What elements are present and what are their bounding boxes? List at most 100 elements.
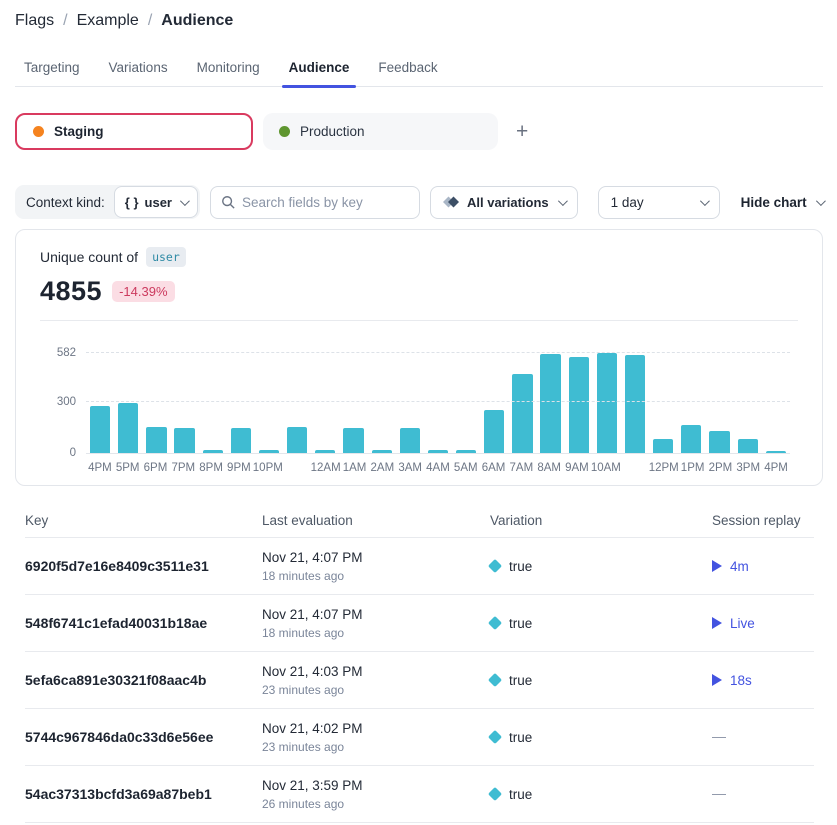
evaluation-timestamp: Nov 21, 4:07 PM — [262, 550, 490, 565]
variation-value: true — [509, 787, 532, 802]
replay-link[interactable]: Live — [730, 616, 755, 631]
bar-2AM[interactable] — [372, 450, 392, 453]
bar-7AM[interactable] — [512, 374, 532, 453]
variation-diamond-icon — [488, 616, 502, 630]
bar-slot — [537, 341, 565, 453]
bar-10AM[interactable] — [597, 353, 617, 453]
bar-1PM[interactable] — [681, 425, 701, 453]
environment-tab-staging[interactable]: Staging — [15, 113, 253, 150]
card-title-prefix: Unique count of — [40, 249, 138, 265]
hide-chart-button[interactable]: Hide chart — [741, 195, 823, 210]
time-range-value: 1 day — [611, 195, 644, 210]
replay-link[interactable]: 4m — [730, 559, 749, 574]
tab-monitoring[interactable]: Monitoring — [196, 54, 261, 86]
session-replay-cell[interactable]: 4m — [712, 559, 814, 574]
evaluation-relative-time: 23 minutes ago — [262, 683, 490, 697]
evaluation-relative-time: 18 minutes ago — [262, 569, 490, 583]
environment-tab-production[interactable]: Production — [263, 113, 498, 150]
table-row[interactable]: 5744c967846da0c33d6e56eeNov 21, 4:02 PM2… — [25, 709, 814, 766]
variation-diamond-icon — [488, 673, 502, 687]
bar-7PM[interactable] — [174, 428, 194, 453]
breadcrumb-flags[interactable]: Flags — [15, 12, 54, 30]
replay-link[interactable]: 18s — [730, 673, 752, 688]
tab-feedback[interactable]: Feedback — [377, 54, 438, 86]
bar-8AM[interactable] — [540, 354, 560, 453]
x-tick-label: 4AM — [424, 462, 452, 474]
table-row[interactable]: 548f6741c1efad40031b18aeNov 21, 4:07 PM1… — [25, 595, 814, 652]
bar-slot — [593, 341, 621, 453]
context-key[interactable]: 5744c967846da0c33d6e56ee — [25, 729, 262, 745]
table-row[interactable]: 6920f5d7e16e8409c3511e31Nov 21, 4:07 PM 1… — [25, 538, 814, 595]
bar-4PM[interactable] — [766, 451, 786, 453]
filter-bar: Context kind: { } user All variations 1 … — [15, 185, 823, 219]
variation-value: true — [509, 616, 532, 631]
variation-cell: true — [490, 673, 712, 688]
variation-diamond-icon — [488, 787, 502, 801]
unique-count-chart: 0300582 4PM5PM6PM7PM8PM9PM10PM12AM1AM2AM… — [40, 341, 798, 474]
x-tick-label: 3AM — [396, 462, 424, 474]
bar-6PM[interactable] — [146, 427, 166, 453]
bar-slot — [170, 341, 198, 453]
context-key[interactable]: 6920f5d7e16e8409c3511e31 — [25, 558, 262, 574]
bar-slot — [452, 341, 480, 453]
tab-audience[interactable]: Audience — [288, 54, 351, 86]
context-kind-badge: user — [146, 247, 186, 267]
bar-6AM[interactable] — [484, 410, 504, 453]
unique-count-value: 4855 — [40, 276, 102, 307]
variation-cell: true — [490, 730, 712, 745]
bar-slot — [762, 341, 790, 453]
tab-variations[interactable]: Variations — [108, 54, 169, 86]
session-replay-cell: — — [712, 785, 814, 803]
table-row[interactable]: 5efa6ca891e30321f08aac4bNov 21, 4:03 PM2… — [25, 652, 814, 709]
search-icon — [221, 195, 235, 209]
search-input[interactable] — [242, 195, 402, 210]
bar-slot — [199, 341, 227, 453]
context-kind-select[interactable]: { } user — [114, 186, 198, 218]
bar-2PM[interactable] — [709, 431, 729, 453]
bar-4PM[interactable] — [90, 406, 110, 453]
environment-tab-label: Production — [300, 124, 365, 139]
evaluation-relative-time: 18 minutes ago — [262, 626, 490, 640]
bar-1AM[interactable] — [343, 428, 363, 453]
no-replay-placeholder: — — [712, 728, 726, 744]
tab-targeting[interactable]: Targeting — [23, 54, 81, 86]
bar-slot — [565, 341, 593, 453]
bar-5AM[interactable] — [456, 450, 476, 453]
time-range-select[interactable]: 1 day — [598, 186, 720, 219]
context-key[interactable]: 54ac37313bcfd3a69a87beb1 — [25, 786, 262, 802]
table-row[interactable]: 54ac37313bcfd3a69a87beb1Nov 21, 3:59 PM2… — [25, 766, 814, 823]
bar-5PM[interactable] — [118, 403, 138, 453]
chevron-down-icon — [180, 196, 190, 206]
bar-slot — [621, 341, 649, 453]
variations-diamond-icon — [443, 195, 460, 209]
session-replay-cell[interactable]: 18s — [712, 673, 814, 688]
bar-slot — [734, 341, 762, 453]
search-box[interactable] — [210, 186, 420, 219]
session-replay-cell[interactable]: Live — [712, 616, 814, 631]
bar-9AM[interactable] — [569, 357, 589, 453]
context-key[interactable]: 548f6741c1efad40031b18ae — [25, 615, 262, 631]
bar-12PM[interactable] — [653, 439, 673, 453]
unique-count-card: Unique count of user 4855 -14.39% 030058… — [15, 229, 823, 486]
x-tick-label: 7AM — [507, 462, 535, 474]
bar-3AM[interactable] — [400, 428, 420, 453]
variation-cell: true — [490, 616, 712, 631]
add-environment-button[interactable]: + — [516, 121, 528, 142]
metric-row: 4855 -14.39% — [40, 276, 798, 307]
last-evaluation-cell: Nov 21, 4:07 PM 18 minutes ago — [262, 550, 490, 583]
chart-bars — [86, 341, 790, 453]
bar-12AM[interactable] — [315, 450, 335, 453]
variations-filter-button[interactable]: All variations — [430, 186, 578, 219]
bar-3PM[interactable] — [738, 439, 758, 453]
braces-icon: { } — [125, 195, 139, 210]
variation-cell: true — [490, 559, 712, 574]
context-key[interactable]: 5efa6ca891e30321f08aac4b — [25, 672, 262, 688]
bar-11PM[interactable] — [287, 427, 307, 453]
y-tick-label: 300 — [40, 396, 76, 408]
bar-4AM[interactable] — [428, 450, 448, 453]
breadcrumb-example[interactable]: Example — [77, 12, 139, 30]
bar-11AM[interactable] — [625, 355, 645, 453]
bar-9PM[interactable] — [231, 428, 251, 453]
bar-10PM[interactable] — [259, 450, 279, 453]
bar-8PM[interactable] — [203, 450, 223, 453]
